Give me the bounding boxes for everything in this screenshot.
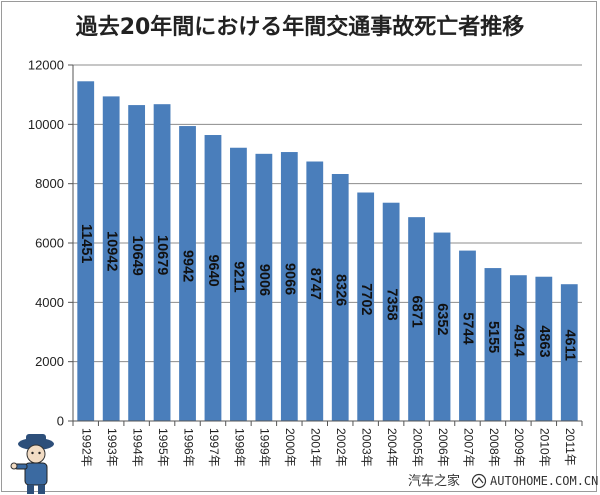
y-tick-label: 0 (57, 414, 64, 429)
bar (102, 96, 120, 422)
data-label: 9942 (180, 250, 196, 282)
data-label: 10649 (129, 235, 145, 275)
x-tick-label: 1994年 (130, 428, 144, 467)
x-tick-label: 1996年 (181, 428, 195, 467)
data-label: 9006 (256, 264, 272, 296)
x-tick-label: 1995年 (156, 428, 170, 467)
x-tick-label: 2007年 (461, 428, 475, 467)
bars (77, 81, 578, 422)
data-label: 7358 (383, 288, 399, 320)
bar (433, 232, 451, 421)
y-tick-label: 4000 (35, 295, 64, 310)
bar (128, 105, 146, 422)
data-label: 9640 (205, 254, 221, 286)
bar (77, 81, 95, 422)
data-label: 7702 (358, 283, 374, 315)
data-label: 5744 (460, 312, 476, 344)
bar (230, 147, 247, 421)
y-tick-label: 8000 (35, 176, 64, 191)
bar (560, 284, 578, 421)
x-axis-ticks: 1992年 1993年 1994年 1995年 1996年 1997年 1998年 1999年… (72, 421, 583, 467)
data-label: 4914 (511, 325, 527, 357)
x-tick-label: 1998年 (232, 428, 246, 467)
bar (484, 268, 502, 421)
bar (509, 275, 527, 421)
data-label: 4863 (536, 325, 552, 357)
x-tick-label: 2010年 (538, 428, 552, 467)
x-tick-label: 1999年 (258, 428, 272, 467)
gridlines (73, 64, 582, 363)
data-label: 10679 (154, 235, 170, 275)
x-tick-label: 2001年 (309, 428, 323, 467)
x-tick-label: 1997年 (207, 428, 221, 467)
x-tick-label: 2004年 (385, 428, 399, 467)
y-axis-ticks: 0 2000 4000 6000 8000 10000 12000 (28, 58, 73, 429)
bar (408, 217, 425, 421)
x-tick-label: 2003年 (360, 428, 374, 467)
x-tick-label: 2006年 (436, 428, 450, 467)
y-tick-label: 6000 (35, 236, 64, 251)
x-tick-label: 2000年 (283, 428, 297, 467)
bar (204, 135, 222, 421)
bar (331, 173, 349, 421)
bar (179, 126, 196, 421)
bar (255, 153, 273, 421)
bar (306, 161, 324, 421)
chart-title: 過去20年間における年間交通事故死亡者推移 (76, 14, 525, 40)
x-tick-label: 2008年 (487, 428, 501, 467)
data-label: 6871 (409, 296, 425, 328)
bar (459, 250, 476, 421)
data-label: 9211 (231, 261, 247, 292)
y-tick-label: 2000 (35, 354, 64, 369)
y-tick-label: 12000 (28, 58, 64, 73)
y-tick-label: 10000 (28, 117, 64, 132)
bar (280, 152, 298, 422)
data-label: 8326 (332, 274, 348, 306)
data-label: 11451 (78, 224, 94, 264)
bar (382, 202, 400, 421)
data-label: 5155 (485, 321, 501, 353)
data-labels: 11451 10942 10649 10679 9942 9640 9211 9006 9066… (78, 224, 578, 361)
x-tick-label: 1993年 (105, 428, 119, 467)
x-tick-label: 2011年 (563, 428, 577, 466)
data-label: 8747 (307, 268, 323, 300)
x-tick-label: 2009年 (512, 428, 526, 467)
data-label: 10942 (103, 231, 119, 271)
x-tick-label: 2005年 (410, 428, 424, 467)
bar (357, 192, 375, 421)
bar (153, 104, 171, 421)
data-label: 4611 (561, 329, 577, 360)
bar (535, 276, 553, 421)
data-label: 9066 (281, 263, 297, 295)
x-tick-label: 2002年 (334, 428, 348, 467)
data-label: 6352 (434, 303, 450, 335)
x-tick-label: 1992年 (80, 428, 94, 467)
